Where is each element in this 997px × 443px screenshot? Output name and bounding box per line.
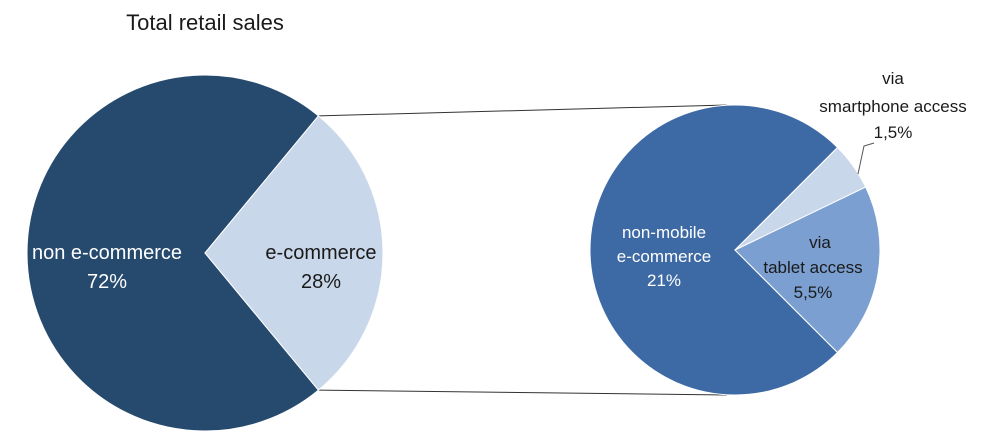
slice-tablet-access [734,186,881,354]
slice-ecommerce [204,115,384,391]
slice-value-non-ecommerce: 72% [87,271,127,293]
slice-value-smartphone: 1,5% [874,123,913,142]
slice-non-ecommerce [26,74,320,432]
slice-label-smartphone-line2: smartphone access [819,97,966,116]
smartphone-leader-line [857,142,875,175]
pie-connector-lines [318,104,728,396]
chart-title: Total retail sales [126,10,284,35]
slice-value-ecommerce: 28% [301,271,341,293]
slice-label-smartphone-line1: via [882,69,904,88]
slice-label-nonmobile-line1: non-mobile [622,223,706,242]
slice-value-tablet: 5,5% [794,283,833,302]
slice-label-tablet-line2: tablet access [763,258,862,277]
main-pie [26,74,384,432]
slice-label-nonmobile-line2: e-commerce [617,247,711,266]
connector-line-top [318,104,728,117]
slice-value-nonmobile: 21% [647,271,681,290]
connector-line-bottom [318,389,728,396]
slice-label-ecommerce: e-commerce [265,242,376,264]
slice-label-tablet-line1: via [809,233,831,252]
slice-non-mobile-ecommerce [589,104,839,396]
slice-label-non-ecommerce: non e-commerce [32,242,182,264]
breakdown-pie [589,104,881,396]
